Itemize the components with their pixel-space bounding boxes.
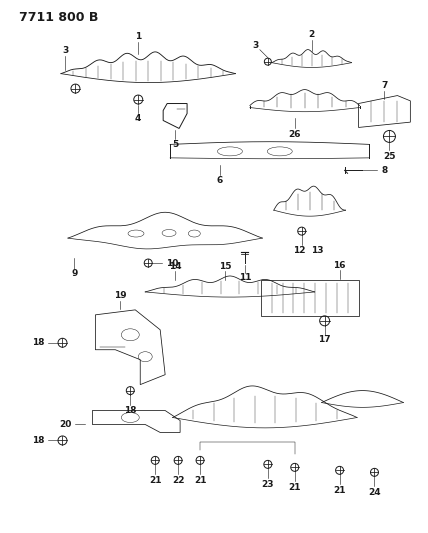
Text: 2: 2 — [309, 30, 315, 39]
Text: 18: 18 — [33, 436, 45, 445]
Text: 17: 17 — [318, 335, 331, 344]
Text: 8: 8 — [381, 166, 388, 175]
Text: 7: 7 — [381, 81, 388, 90]
Text: 21: 21 — [149, 476, 161, 485]
Text: 20: 20 — [59, 420, 71, 429]
Text: 24: 24 — [368, 488, 381, 497]
Text: 22: 22 — [172, 476, 184, 485]
Text: 21: 21 — [194, 476, 206, 485]
Text: 3: 3 — [253, 41, 259, 50]
Text: 10: 10 — [166, 259, 178, 268]
Text: 16: 16 — [333, 261, 346, 270]
Text: 13: 13 — [312, 246, 324, 255]
Text: 18: 18 — [124, 406, 137, 415]
Text: 21: 21 — [333, 486, 346, 495]
Text: 1: 1 — [135, 33, 141, 41]
Text: 12: 12 — [294, 246, 306, 255]
Text: 21: 21 — [288, 483, 301, 492]
Text: 19: 19 — [114, 292, 127, 301]
Text: 18: 18 — [33, 338, 45, 348]
Text: 5: 5 — [172, 140, 178, 149]
Bar — [261, 280, 359, 316]
Text: 3: 3 — [62, 46, 68, 55]
Text: 26: 26 — [288, 130, 301, 139]
Text: 6: 6 — [217, 176, 223, 185]
Text: 9: 9 — [71, 270, 77, 278]
Text: 14: 14 — [169, 262, 181, 271]
Text: 23: 23 — [262, 480, 274, 489]
Text: 15: 15 — [219, 262, 231, 271]
Text: 4: 4 — [135, 114, 141, 123]
Text: 11: 11 — [239, 273, 251, 282]
Text: 25: 25 — [383, 152, 395, 161]
Text: 7711 800 B: 7711 800 B — [19, 11, 98, 25]
